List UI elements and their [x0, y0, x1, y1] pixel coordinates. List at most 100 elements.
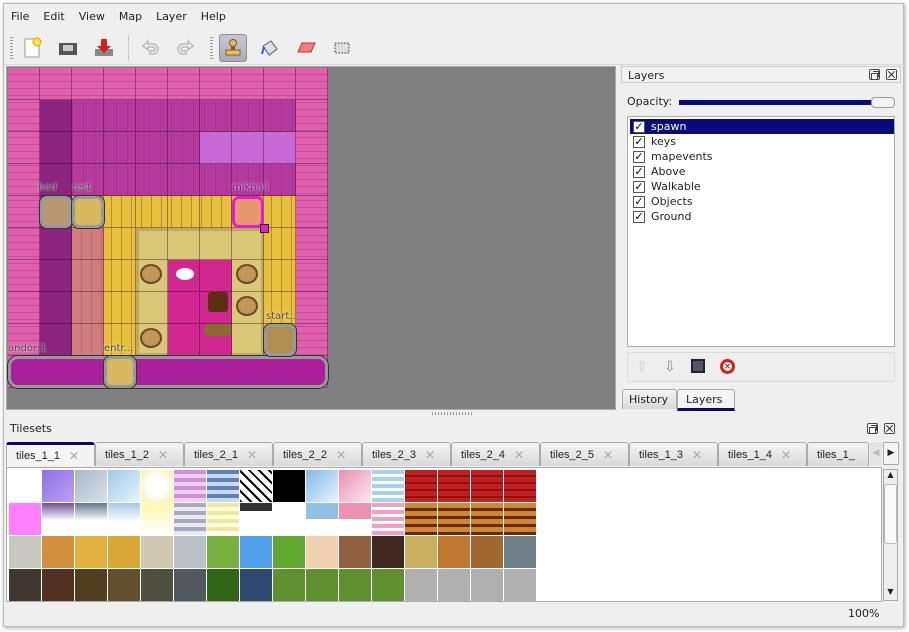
tile[interactable] — [339, 470, 371, 502]
undo-button[interactable] — [136, 34, 164, 62]
tileset-scrollbar[interactable]: ▲ ▼ — [883, 469, 898, 601]
duplicate-layer-icon[interactable] — [691, 359, 705, 373]
map-object-andor[interactable] — [8, 356, 328, 388]
tile[interactable] — [9, 503, 41, 535]
visibility-checkbox[interactable]: ✓ — [633, 164, 645, 178]
layer-row[interactable]: ✓ keys — [630, 134, 894, 149]
tile[interactable] — [471, 569, 503, 601]
tile[interactable] — [108, 536, 140, 568]
tile[interactable] — [141, 536, 173, 568]
menu-file[interactable]: File — [11, 10, 30, 23]
new-map-button[interactable] — [18, 34, 46, 62]
tab-tiles_2_3[interactable]: tiles_2_3 ✕ — [362, 442, 451, 466]
opacity-slider[interactable] — [679, 97, 895, 108]
menu-edit[interactable]: Edit — [43, 10, 65, 23]
tile[interactable] — [339, 503, 371, 535]
tile[interactable] — [273, 470, 305, 502]
tile[interactable] — [306, 470, 338, 502]
tile[interactable] — [306, 536, 338, 568]
close-tab-icon[interactable]: ✕ — [158, 447, 169, 462]
tile[interactable] — [471, 503, 503, 535]
scrollbar-thumb[interactable] — [884, 484, 897, 544]
tile[interactable] — [372, 536, 404, 568]
close-tab-icon[interactable]: ✕ — [781, 447, 792, 462]
tile[interactable] — [339, 569, 371, 601]
tab-scroll-right-icon[interactable]: ▶ — [883, 442, 899, 465]
tile[interactable] — [42, 536, 74, 568]
close-tab-icon[interactable]: ✕ — [69, 448, 80, 463]
visibility-checkbox[interactable]: ✓ — [633, 149, 645, 163]
tile[interactable] — [306, 569, 338, 601]
tab-tiles_2_4[interactable]: tiles_2_4 ✕ — [451, 442, 540, 466]
tile[interactable] — [9, 470, 41, 502]
tab-tiles_1_1[interactable]: tiles_1_1 ✕ — [6, 442, 95, 466]
tile[interactable] — [372, 569, 404, 601]
tab-tiles_2_2[interactable]: tiles_2_2 ✕ — [273, 442, 362, 466]
tile[interactable] — [42, 503, 74, 535]
scroll-down-icon[interactable]: ▼ — [887, 587, 894, 596]
tile[interactable] — [42, 470, 74, 502]
tile[interactable] — [504, 470, 536, 502]
layer-row[interactable]: ✓ Above — [630, 164, 894, 179]
map-object-bed[interactable] — [40, 196, 72, 228]
tile[interactable] — [504, 503, 536, 535]
tile[interactable] — [108, 470, 140, 502]
stamp-brush-button[interactable] — [219, 34, 247, 62]
tile[interactable] — [9, 569, 41, 601]
splitter-handle[interactable] — [432, 412, 472, 415]
tile[interactable] — [273, 569, 305, 601]
tab-tiles_2_1[interactable]: tiles_2_1 ✕ — [184, 442, 273, 466]
layer-row[interactable]: ✓ mapevents — [630, 149, 894, 164]
tile[interactable] — [9, 536, 41, 568]
tile[interactable] — [405, 503, 437, 535]
close-tab-icon[interactable]: ✕ — [336, 447, 347, 462]
tile[interactable] — [174, 569, 206, 601]
tile[interactable] — [75, 470, 107, 502]
eraser-button[interactable] — [292, 34, 320, 62]
map-object-rest[interactable] — [72, 196, 104, 228]
tile[interactable] — [273, 536, 305, 568]
tile[interactable] — [108, 569, 140, 601]
tile[interactable] — [240, 536, 272, 568]
tile[interactable] — [372, 470, 404, 502]
tile[interactable] — [306, 503, 338, 535]
menu-help[interactable]: Help — [200, 10, 226, 23]
tile[interactable] — [438, 503, 470, 535]
close-tab-icon[interactable]: ✕ — [247, 447, 258, 462]
tile[interactable] — [240, 569, 272, 601]
tile[interactable] — [207, 470, 239, 502]
tile[interactable] — [174, 536, 206, 568]
tile[interactable] — [207, 569, 239, 601]
tile[interactable] — [141, 470, 173, 502]
menu-map[interactable]: Map — [118, 10, 143, 23]
tile[interactable] — [141, 569, 173, 601]
scroll-up-icon[interactable]: ▲ — [887, 470, 894, 479]
tile[interactable] — [174, 503, 206, 535]
close-icon[interactable] — [886, 69, 897, 80]
tab-tiles_1_2[interactable]: tiles_1_2 ✕ — [95, 442, 184, 466]
tile[interactable] — [75, 569, 107, 601]
tile[interactable] — [405, 470, 437, 502]
tile[interactable] — [339, 536, 371, 568]
tile[interactable] — [372, 503, 404, 535]
tile[interactable] — [405, 569, 437, 601]
toolbar-grip[interactable] — [210, 37, 213, 59]
map-canvas[interactable]: bed rest mikhail start... andor:1 entr..… — [8, 68, 328, 388]
layer-row[interactable]: ✓ Objects — [630, 194, 894, 209]
tile[interactable] — [240, 503, 272, 535]
resize-handle[interactable] — [260, 224, 269, 233]
tile[interactable] — [42, 569, 74, 601]
close-tab-icon[interactable]: ✕ — [692, 447, 703, 462]
visibility-checkbox[interactable]: ✓ — [633, 179, 645, 193]
tab-scroll-left-icon[interactable]: ◀ — [870, 442, 882, 465]
tile[interactable] — [108, 503, 140, 535]
tile[interactable] — [405, 536, 437, 568]
tile[interactable] — [174, 470, 206, 502]
tile[interactable] — [141, 503, 173, 535]
tab-tiles_1_3[interactable]: tiles_1_3 ✕ — [629, 442, 718, 466]
visibility-checkbox[interactable]: ✓ — [633, 209, 645, 223]
tile[interactable] — [471, 470, 503, 502]
close-tab-icon[interactable]: ✕ — [603, 447, 614, 462]
tileset-view[interactable] — [6, 467, 882, 602]
tab-layers[interactable]: Layers — [677, 389, 735, 411]
